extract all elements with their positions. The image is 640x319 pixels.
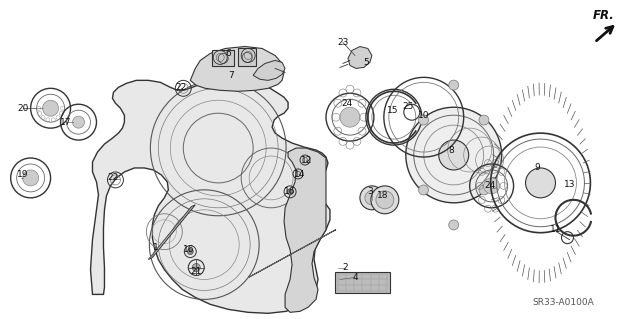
Text: 18: 18 (377, 191, 388, 200)
Ellipse shape (419, 115, 428, 125)
Text: 1: 1 (152, 243, 158, 252)
Polygon shape (284, 148, 326, 312)
Ellipse shape (449, 80, 459, 90)
Text: SR33-A0100A: SR33-A0100A (532, 298, 595, 307)
Ellipse shape (371, 186, 399, 214)
Ellipse shape (340, 107, 360, 127)
Text: 15: 15 (387, 106, 399, 115)
Text: 22: 22 (175, 83, 187, 92)
Text: 24: 24 (341, 99, 353, 108)
Ellipse shape (43, 100, 59, 116)
Ellipse shape (479, 115, 489, 125)
Ellipse shape (439, 140, 468, 170)
Ellipse shape (365, 191, 379, 205)
Text: 6: 6 (225, 49, 231, 58)
Ellipse shape (449, 220, 459, 230)
Text: 2: 2 (342, 263, 348, 272)
Ellipse shape (479, 185, 489, 195)
Text: 19: 19 (17, 170, 28, 179)
Ellipse shape (188, 249, 193, 255)
Text: 23: 23 (337, 38, 349, 47)
Polygon shape (253, 60, 285, 80)
Text: 14: 14 (294, 170, 306, 179)
Text: 17: 17 (60, 118, 71, 127)
Ellipse shape (525, 168, 556, 198)
FancyBboxPatch shape (212, 50, 234, 66)
Text: 16: 16 (284, 187, 296, 197)
Polygon shape (90, 78, 330, 313)
Ellipse shape (360, 186, 384, 210)
Text: 16: 16 (182, 245, 194, 254)
Ellipse shape (72, 116, 84, 128)
Text: 22: 22 (108, 174, 119, 182)
Text: 9: 9 (534, 163, 540, 173)
Text: 24: 24 (484, 182, 495, 190)
Polygon shape (348, 47, 372, 68)
Text: 25: 25 (402, 102, 413, 111)
Text: 20: 20 (17, 104, 28, 113)
Ellipse shape (376, 191, 394, 209)
Text: 10: 10 (418, 111, 429, 120)
Text: 12: 12 (301, 157, 313, 166)
Polygon shape (148, 205, 195, 260)
Text: 8: 8 (449, 145, 454, 154)
Text: 3: 3 (367, 187, 372, 197)
Ellipse shape (484, 178, 500, 194)
Polygon shape (190, 47, 284, 91)
Ellipse shape (406, 107, 502, 203)
Ellipse shape (192, 263, 200, 271)
Text: 5: 5 (363, 58, 369, 67)
Text: 21: 21 (191, 267, 202, 276)
Text: 4: 4 (352, 273, 358, 282)
Ellipse shape (287, 189, 293, 195)
Ellipse shape (419, 185, 428, 195)
Polygon shape (248, 230, 336, 278)
Ellipse shape (22, 170, 38, 186)
Text: FR.: FR. (593, 9, 614, 22)
Bar (335, 271, 390, 293)
Text: 13: 13 (564, 180, 575, 189)
Text: 11: 11 (550, 225, 561, 234)
Text: 7: 7 (228, 71, 234, 80)
FancyBboxPatch shape (238, 48, 256, 66)
